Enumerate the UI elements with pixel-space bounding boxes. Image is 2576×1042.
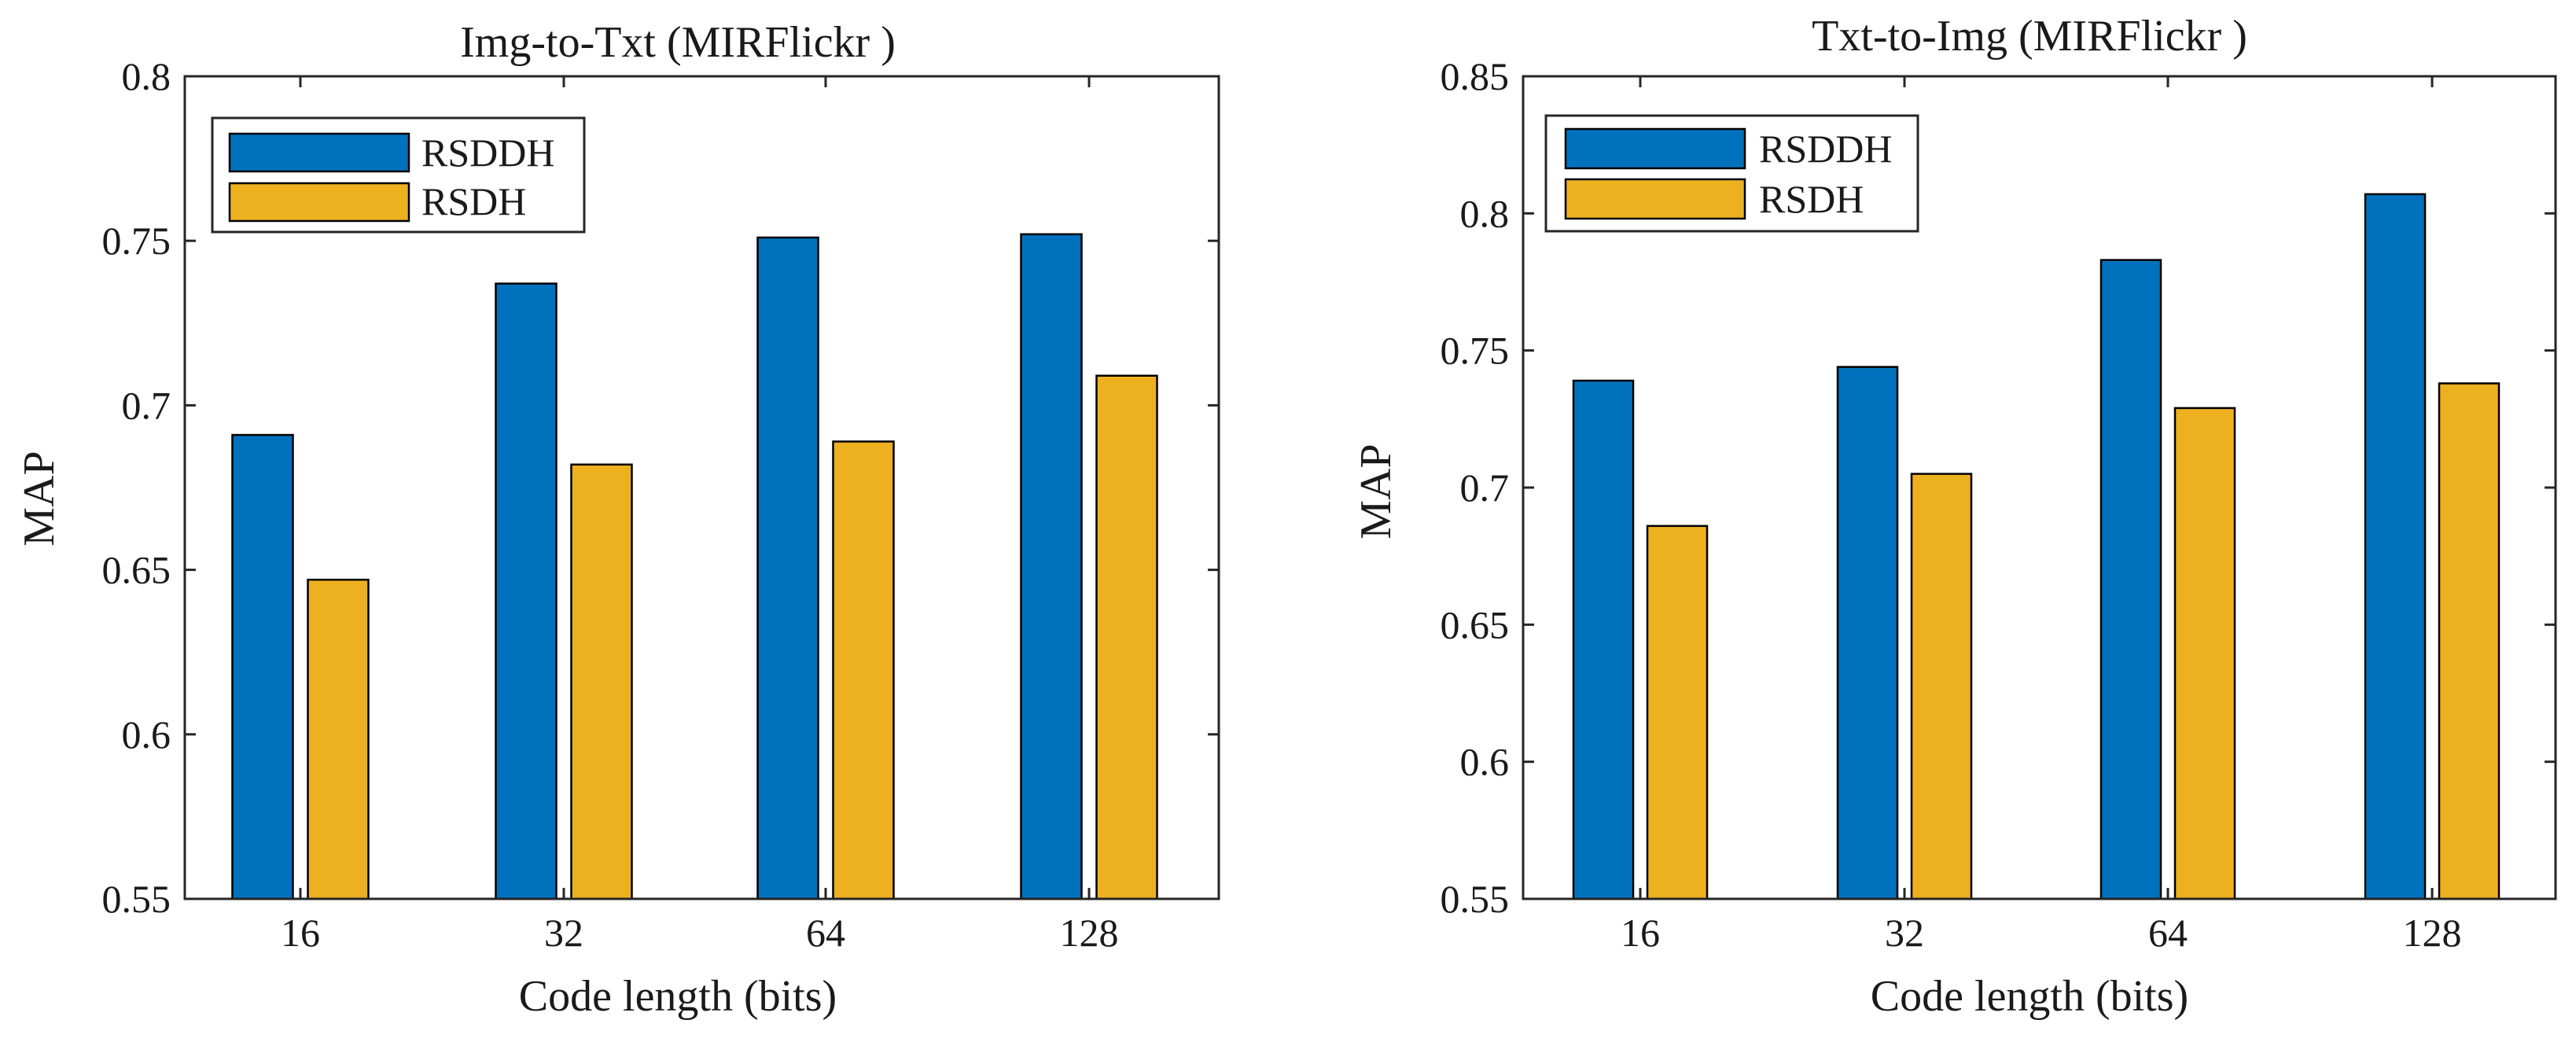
- legend-swatch-rsddh: [228, 132, 410, 173]
- bar-rsddh-32: [1836, 366, 1899, 900]
- bar-rsdh-32: [1910, 473, 1973, 900]
- ticks-layer: 0.55 0.6 0.65 0.7 0.75 0.8 0.85 16 32 64 128: [1441, 54, 2556, 955]
- ticks-layer: 0.55 0.6 0.65 0.7 0.75 0.8 16 32 64 128: [102, 54, 1219, 955]
- y-tick-label: 0.6: [122, 712, 171, 757]
- y-tick-label: 0.55: [102, 877, 171, 921]
- bar-rsddh-64: [756, 236, 819, 900]
- x-axis-label: Code length (bits): [519, 972, 837, 1021]
- chart-txt-to-img: Txt-to-Img (MIRFlickr ) MAP Code length …: [1352, 12, 2557, 1021]
- bar-rsddh-64: [2099, 259, 2162, 900]
- y-tick-label: 0.65: [1441, 602, 1510, 646]
- bar-rsdh-128: [1095, 374, 1158, 900]
- bar-rsdh-32: [570, 463, 633, 900]
- x-tick-label: 32: [544, 911, 583, 955]
- y-tick-label: 0.8: [1460, 191, 1510, 235]
- bar-rsddh-32: [495, 282, 558, 900]
- x-tick-label: 16: [281, 911, 320, 955]
- legend-swatch-rsdh: [1564, 178, 1746, 220]
- x-axis-label: Code length (bits): [1871, 972, 2188, 1021]
- bar-rsddh-128: [1020, 233, 1083, 900]
- x-tick-label: 64: [2148, 911, 2188, 955]
- bar-rsddh-16: [1572, 379, 1635, 900]
- chart-img-to-txt: Img-to-Txt (MIRFlickr ) MAP Code length …: [15, 18, 1220, 1021]
- bars-layer: [1572, 193, 2501, 900]
- bar-rsdh-128: [2438, 382, 2501, 900]
- x-tick-label: 128: [1060, 911, 1119, 955]
- y-axis-label: MAP: [1352, 444, 1400, 539]
- x-tick-label: 128: [2403, 911, 2462, 955]
- y-tick-label: 0.85: [1441, 54, 1510, 98]
- legend-swatch-rsdh: [228, 182, 410, 223]
- plot-frame: [1522, 75, 2557, 900]
- bar-rsdh-64: [2173, 407, 2236, 900]
- bar-rsddh-128: [2364, 193, 2427, 900]
- bar-rsdh-64: [832, 440, 895, 900]
- chart-title: Txt-to-Img (MIRFlickr ): [1812, 12, 2247, 61]
- legend-label-rsdh: RSDH: [421, 179, 526, 223]
- y-tick-label: 0.65: [102, 548, 171, 592]
- legend: RSDDH RSDH: [211, 116, 586, 234]
- chart-title: Img-to-Txt (MIRFlickr ): [460, 18, 896, 67]
- bar-rsdh-16: [307, 578, 370, 900]
- y-tick-label: 0.75: [1441, 329, 1510, 373]
- bar-rsdh-16: [1646, 525, 1709, 900]
- y-tick-label: 0.6: [1460, 740, 1510, 784]
- x-tick-label: 16: [1621, 911, 1660, 955]
- legend-label-rsddh: RSDDH: [1759, 127, 1892, 171]
- plot-frame: [183, 75, 1220, 900]
- y-tick-label: 0.8: [122, 54, 171, 98]
- bar-rsddh-16: [231, 433, 294, 900]
- bars-layer: [231, 233, 1158, 900]
- x-tick-label: 32: [1885, 911, 1924, 955]
- y-tick-label: 0.7: [122, 383, 171, 427]
- legend-label-rsddh: RSDDH: [421, 131, 554, 175]
- legend-label-rsdh: RSDH: [1759, 177, 1864, 221]
- y-axis-label: MAP: [15, 451, 64, 546]
- legend: RSDDH RSDH: [1544, 114, 1919, 233]
- y-tick-label: 0.55: [1441, 877, 1510, 921]
- y-tick-label: 0.75: [102, 219, 171, 263]
- x-tick-label: 64: [806, 911, 845, 955]
- y-tick-label: 0.7: [1460, 466, 1510, 510]
- legend-swatch-rsddh: [1564, 127, 1746, 170]
